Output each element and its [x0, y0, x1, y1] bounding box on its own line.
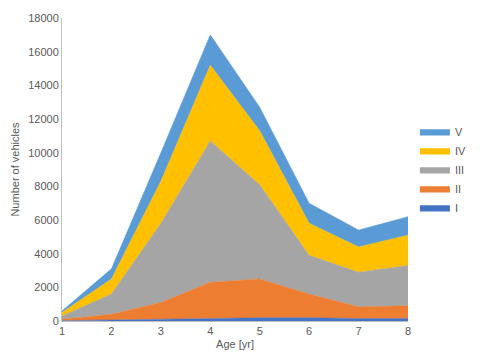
svg-text:2: 2 — [108, 325, 114, 337]
svg-text:12000: 12000 — [28, 113, 59, 125]
svg-text:5: 5 — [257, 325, 263, 337]
svg-text:3: 3 — [158, 325, 164, 337]
svg-text:16000: 16000 — [28, 46, 59, 58]
svg-text:8000: 8000 — [34, 180, 58, 192]
svg-text:0: 0 — [53, 315, 59, 327]
svg-text:8: 8 — [405, 325, 411, 337]
svg-text:IV: IV — [455, 145, 466, 157]
svg-text:10000: 10000 — [28, 147, 59, 159]
svg-text:1: 1 — [59, 325, 65, 337]
svg-text:7: 7 — [356, 325, 362, 337]
svg-text:6: 6 — [306, 325, 312, 337]
svg-text:II: II — [455, 183, 461, 195]
svg-text:Age [yr]: Age [yr] — [216, 338, 254, 350]
svg-text:14000: 14000 — [28, 79, 59, 91]
svg-text:III: III — [455, 164, 464, 176]
svg-text:4000: 4000 — [34, 248, 58, 260]
svg-text:4: 4 — [207, 325, 213, 337]
svg-text:I: I — [455, 202, 458, 214]
svg-text:V: V — [455, 126, 463, 138]
svg-text:18000: 18000 — [28, 12, 59, 24]
svg-text:Number of vehicles: Number of vehicles — [9, 122, 21, 217]
svg-text:2000: 2000 — [34, 281, 58, 293]
svg-text:6000: 6000 — [34, 214, 58, 226]
